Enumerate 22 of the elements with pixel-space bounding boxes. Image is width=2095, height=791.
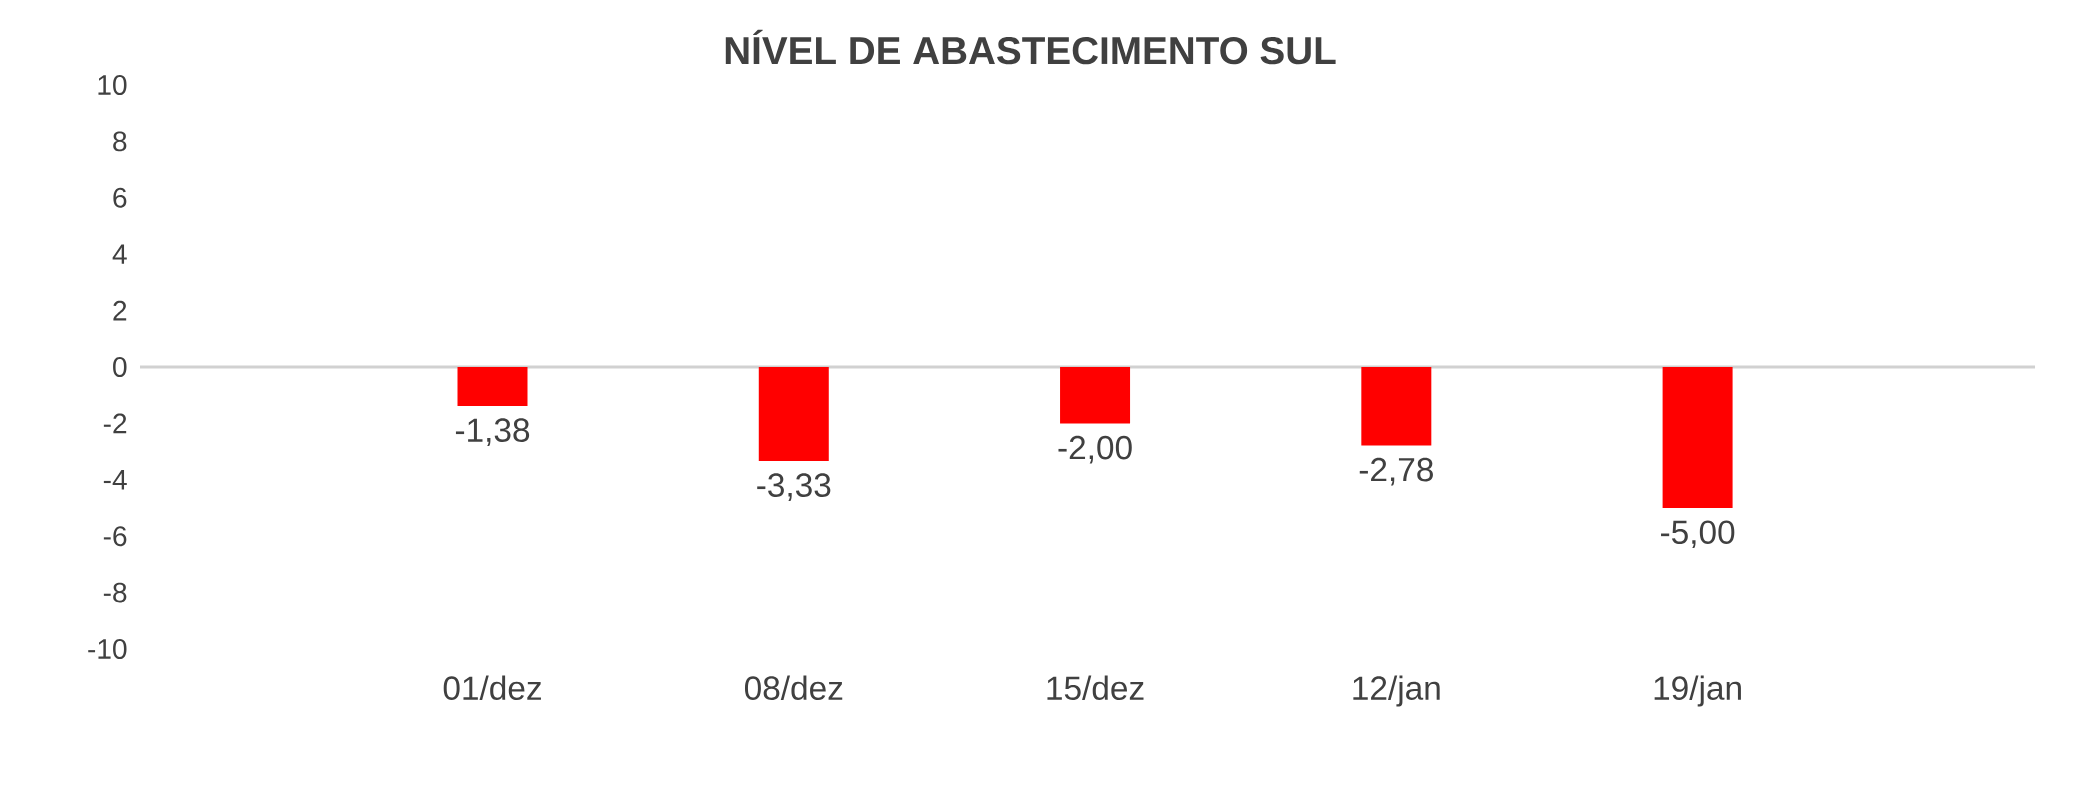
y-tick-label: 4 [112, 244, 127, 264]
x-tick-label: 08/dez [744, 675, 843, 700]
x-tick-label: 01/dez [443, 675, 541, 700]
y-tick-label: 8 [113, 131, 127, 152]
y-tick-label: 6 [113, 187, 127, 208]
data-label: -1,38 [455, 418, 530, 446]
y-tick-label: -2 [103, 413, 127, 434]
data-label: -3,33 [757, 473, 831, 501]
data-label: -5,00 [1661, 520, 1735, 549]
y-tick-label: -4 [103, 470, 127, 490]
y-tick-label: -10 [88, 639, 127, 659]
x-tick-label: 12/jan [1353, 675, 1440, 707]
data-label: -2,00 [1058, 435, 1132, 464]
chart-title: NÍVEL DE ABASTECIMENTO SUL [725, 29, 1336, 65]
data-label: -2,78 [1359, 457, 1433, 486]
y-tick-label: 2 [113, 300, 127, 321]
x-tick-label: 19/jan [1654, 675, 1741, 707]
y-tick-label: 10 [98, 75, 127, 95]
y-tick-label: -8 [103, 582, 127, 603]
y-tick-label: 0 [113, 357, 127, 377]
x-tick-label: 15/dez [1047, 675, 1144, 700]
y-tick-label: -6 [103, 526, 127, 547]
